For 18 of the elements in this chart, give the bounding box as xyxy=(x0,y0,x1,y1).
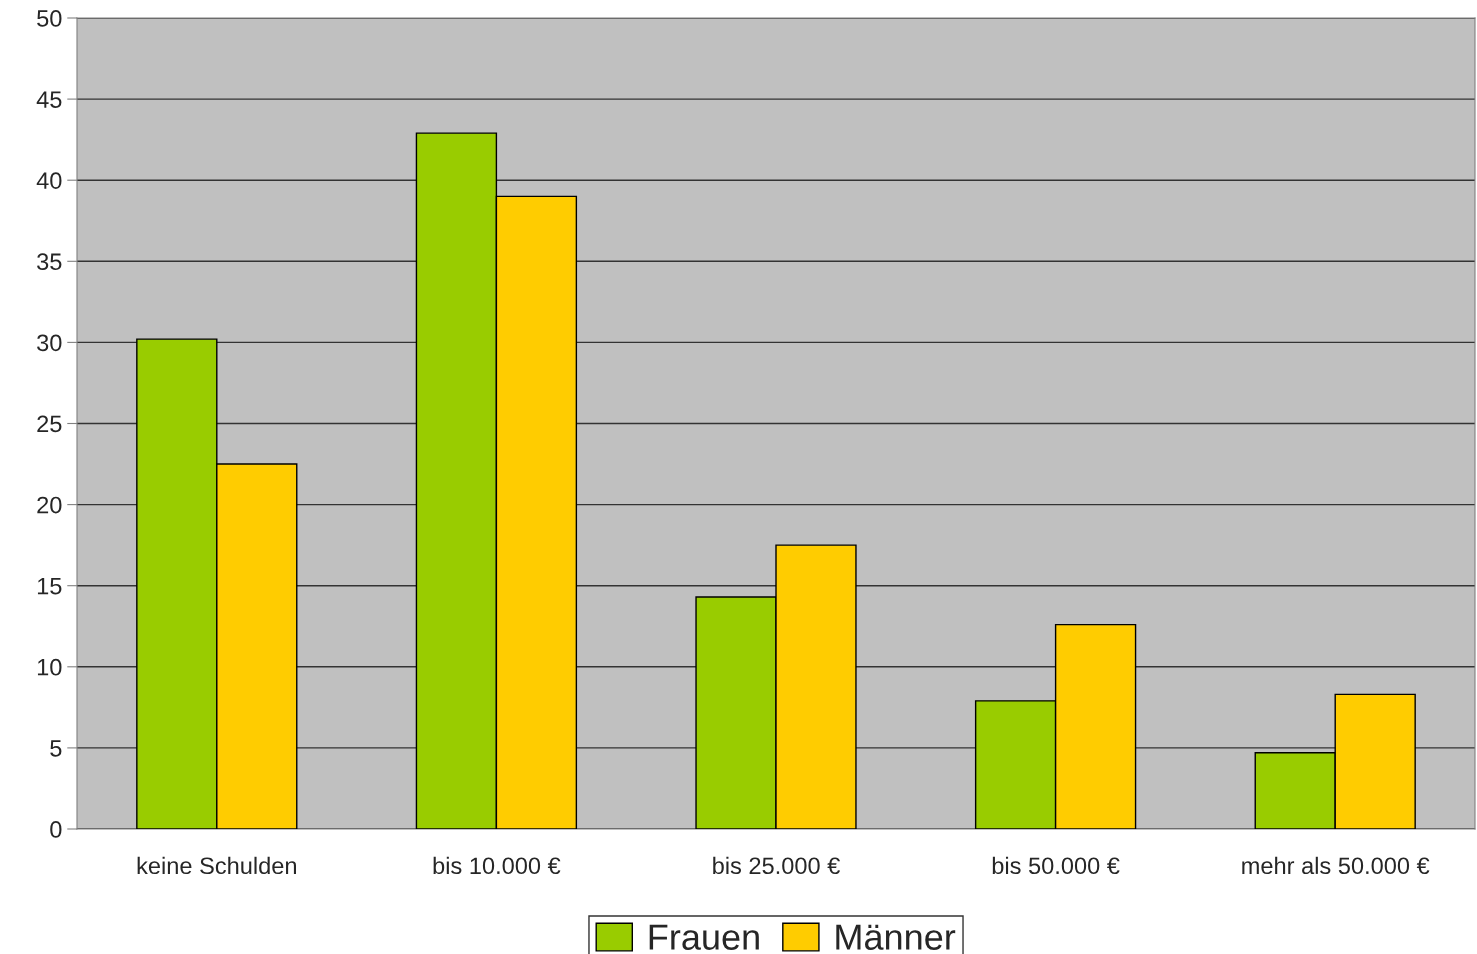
y-tick-label: 45 xyxy=(36,91,62,108)
y-tick-label: 40 xyxy=(36,172,62,189)
y-tick-label: 0 xyxy=(50,821,62,838)
y-tick-label: 20 xyxy=(37,496,62,514)
x-tick-label: bis 10.000 € xyxy=(433,856,561,875)
y-tick-label: 5 xyxy=(50,740,62,757)
y-tick-label: 50 xyxy=(37,10,62,27)
x-tick-label: keine Schulden xyxy=(137,856,296,875)
legend-label: Männer xyxy=(836,924,956,950)
y-tick-label: 25 xyxy=(37,415,62,433)
x-tick-label: bis 50.000 € xyxy=(992,856,1120,875)
y-tick-label: 35 xyxy=(37,253,62,271)
y-tick-label: 15 xyxy=(37,578,62,595)
x-tick-label: mehr als 50.000 € xyxy=(1242,856,1430,875)
y-tick-label: 30 xyxy=(37,334,62,352)
x-tick-label: bis 25.000 € xyxy=(713,856,840,875)
legend-label: Frauen xyxy=(649,924,759,950)
y-tick-label: 10 xyxy=(37,658,62,676)
